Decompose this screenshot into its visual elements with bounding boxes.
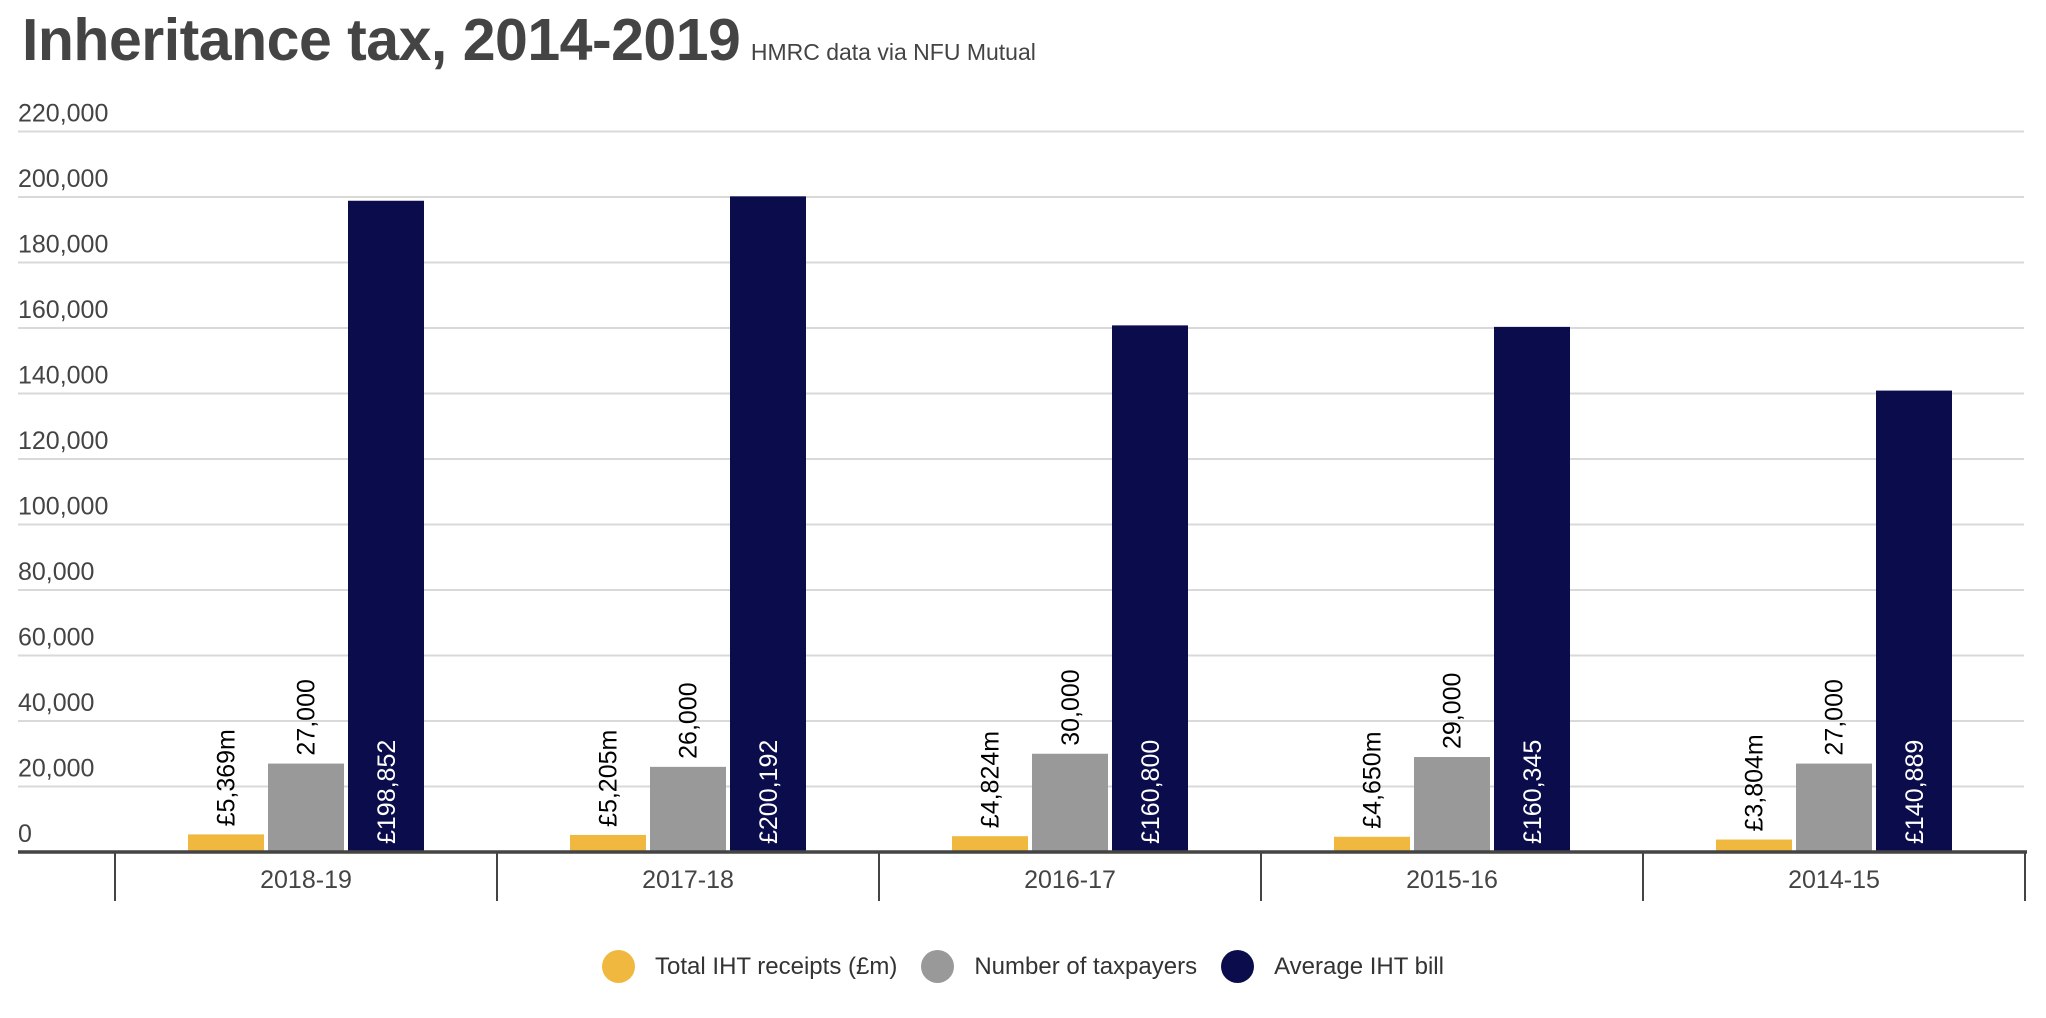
legend-item: Number of taxpayers	[921, 950, 1197, 983]
bar-group-2016-17	[952, 325, 1188, 852]
x-tick-label: 2018-19	[260, 866, 352, 894]
data-label: £5,205m	[595, 730, 623, 827]
bar	[188, 834, 264, 852]
x-tick-label: 2015-16	[1406, 866, 1498, 894]
bar-group-2018-19	[188, 200, 424, 852]
bar-group-2015-16	[1334, 326, 1570, 852]
data-label: 27,000	[1821, 679, 1849, 755]
bar	[1112, 325, 1188, 852]
data-label: £5,369m	[213, 729, 241, 826]
legend-label: Total IHT receipts (£m)	[655, 952, 898, 980]
bar-group-2014-15	[1716, 390, 1952, 852]
bar	[570, 834, 646, 852]
legend: Total IHT receipts (£m) Number of taxpaye…	[0, 950, 2046, 983]
data-label: £3,804m	[1741, 734, 1769, 831]
x-tick-label: 2016-17	[1024, 866, 1116, 894]
data-labels: £5,369m 27,000 £198,852 £5,205m 26,000 £200,1…	[213, 669, 1929, 844]
data-label: £4,650m	[1359, 731, 1387, 828]
chart-subtitle: HMRC data via NFU Mutual	[750, 39, 1036, 65]
bar	[1032, 753, 1108, 852]
data-label: 27,000	[293, 679, 321, 755]
y-axis-labels: 0 20,000 40,000 60,000 80,000 100,000 120,000 1…	[18, 100, 108, 849]
y-tick-label: 0	[18, 820, 32, 848]
x-tick-label: 2017-18	[642, 866, 734, 894]
bar-chart: 0 20,000 40,000 60,000 80,000 100,000 120,000 1…	[18, 100, 2027, 901]
data-label: £160,345	[1519, 740, 1547, 844]
bar	[730, 196, 806, 852]
x-axis	[18, 850, 2027, 901]
y-tick-label: 40,000	[18, 689, 94, 717]
bar	[1414, 757, 1490, 852]
legend-swatch-icon	[602, 950, 636, 983]
legend-label: Average IHT bill	[1274, 952, 1444, 980]
bar	[1334, 836, 1410, 852]
chart-header: Inheritance tax, 2014-2019 HMRC data via…	[22, 6, 1036, 74]
bar	[1876, 390, 1952, 852]
y-tick-label: 220,000	[18, 100, 108, 128]
y-tick-label: 80,000	[18, 558, 94, 586]
legend-swatch-icon	[921, 950, 955, 983]
data-label: 30,000	[1057, 669, 1085, 745]
y-tick-label: 100,000	[18, 493, 108, 521]
legend-item: Total IHT receipts (£m)	[602, 950, 897, 983]
bar	[1494, 326, 1570, 852]
data-label: £200,192	[755, 740, 783, 844]
data-label: £198,852	[373, 740, 401, 844]
bar	[348, 200, 424, 852]
data-label: £4,824m	[977, 731, 1005, 828]
y-tick-label: 60,000	[18, 624, 94, 652]
legend-label: Number of taxpayers	[974, 952, 1198, 980]
y-tick-label: 140,000	[18, 362, 108, 390]
data-label: £140,889	[1901, 740, 1929, 844]
y-tick-label: 120,000	[18, 427, 108, 455]
y-tick-label: 20,000	[18, 755, 94, 783]
legend-item: Average IHT bill	[1221, 950, 1444, 983]
bar-group-2017-18	[570, 196, 806, 852]
y-tick-label: 180,000	[18, 231, 108, 259]
data-label: 26,000	[675, 682, 703, 758]
data-label: 29,000	[1439, 673, 1467, 749]
data-label: £160,800	[1137, 740, 1165, 844]
y-tick-label: 200,000	[18, 165, 108, 193]
bar	[650, 766, 726, 852]
legend-swatch-icon	[1221, 950, 1255, 983]
bar	[952, 836, 1028, 852]
x-axis-labels: 2018-19 2017-18 2016-17 2015-16 2014-15	[260, 866, 1880, 894]
x-tick-label: 2014-15	[1788, 866, 1880, 894]
bars	[188, 196, 1952, 852]
bar	[268, 763, 344, 852]
bar	[1796, 763, 1872, 852]
chart-title: Inheritance tax, 2014-2019	[22, 7, 741, 73]
bar	[1716, 839, 1792, 852]
y-tick-label: 160,000	[18, 296, 108, 324]
